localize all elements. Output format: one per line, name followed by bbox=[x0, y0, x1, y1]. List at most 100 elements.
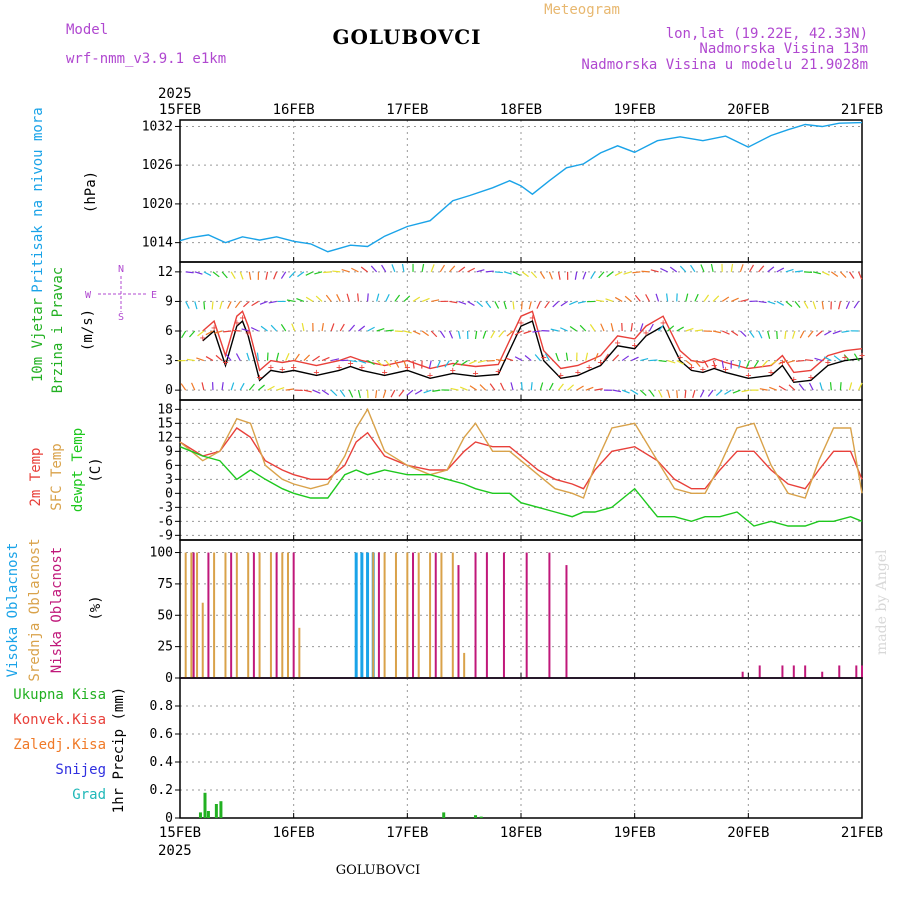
wind-arrow bbox=[614, 296, 623, 302]
wind-arrow bbox=[305, 296, 314, 302]
bottom-date-label: 18FEB bbox=[500, 825, 542, 841]
y-tick-label: -3 bbox=[157, 500, 173, 515]
temp-unit: (C) bbox=[88, 457, 104, 482]
temp-label-dewpt: dewpt Temp bbox=[70, 428, 86, 512]
wind-arrow bbox=[321, 389, 330, 396]
wind-arrow bbox=[848, 382, 853, 391]
wind-arrow bbox=[205, 330, 214, 336]
y-tick-label: 12 bbox=[157, 265, 173, 280]
gust-marker: + bbox=[632, 341, 638, 352]
wind-arrow bbox=[631, 356, 639, 362]
wind-arrow bbox=[724, 389, 732, 395]
wind-arrow bbox=[459, 386, 468, 391]
wind-arrow bbox=[325, 294, 332, 302]
wind-arrow bbox=[845, 301, 851, 310]
cloud-bar bbox=[252, 552, 255, 678]
y-tick-label: 6 bbox=[165, 458, 173, 473]
cloud-bar bbox=[434, 552, 437, 678]
y-tick-label: 0 bbox=[165, 671, 173, 686]
y-tick-label: 9 bbox=[165, 294, 173, 309]
y-tick-label: 50 bbox=[157, 608, 173, 623]
wind-arrow bbox=[485, 301, 492, 309]
wind-arrow bbox=[676, 390, 679, 399]
wind-arrow bbox=[685, 327, 694, 332]
wind-arrow bbox=[776, 300, 785, 306]
wind-arrow bbox=[452, 360, 459, 367]
wind-arrow bbox=[230, 382, 235, 391]
wind-arrow bbox=[536, 301, 541, 309]
wind-arrow bbox=[703, 294, 710, 302]
gust-marker: + bbox=[245, 328, 251, 339]
wind-arrow bbox=[194, 301, 198, 310]
meteogram-title: Meteogram bbox=[544, 2, 620, 18]
wind-arrow bbox=[430, 330, 438, 338]
wind-arrow bbox=[758, 330, 763, 339]
wind-arrow bbox=[685, 293, 689, 302]
wind-arrow bbox=[715, 389, 723, 396]
wind-arrow bbox=[740, 299, 749, 303]
wind-arrow bbox=[640, 358, 649, 362]
cloud-bar bbox=[190, 552, 193, 678]
wind-arrow bbox=[558, 383, 564, 391]
precip-bar bbox=[214, 804, 218, 818]
wind-arrow bbox=[805, 359, 814, 362]
wind-arrow bbox=[514, 330, 523, 336]
wind-arrow bbox=[431, 299, 440, 303]
wind-arrow bbox=[598, 271, 605, 279]
wind-arrow bbox=[621, 389, 630, 394]
gust-marker: + bbox=[723, 364, 729, 375]
wind-arrow bbox=[544, 301, 550, 309]
wind-arrow bbox=[331, 358, 340, 362]
wind-arrow bbox=[330, 389, 338, 397]
y-tick-label: 3 bbox=[165, 354, 173, 369]
wind-arrow bbox=[853, 301, 860, 309]
precip-legend-snow: Snijeg bbox=[55, 762, 106, 778]
wind-arrow bbox=[256, 352, 260, 361]
gust-marker: + bbox=[359, 362, 365, 373]
wind-arrow bbox=[667, 389, 671, 399]
gust-marker: + bbox=[677, 353, 683, 364]
gust-marker: + bbox=[558, 370, 564, 381]
wind-arrow bbox=[436, 360, 441, 369]
cloud-bar bbox=[406, 552, 409, 678]
wind-arrow bbox=[639, 389, 647, 397]
wind-arrow bbox=[348, 389, 354, 398]
wind-arrow bbox=[421, 263, 425, 272]
cloud-bar bbox=[565, 565, 568, 678]
wind-arrow bbox=[610, 323, 614, 332]
wind-arrow bbox=[521, 271, 529, 278]
wind-arrow bbox=[186, 358, 195, 362]
wind-arrow bbox=[759, 388, 768, 391]
wind-arrow bbox=[360, 266, 368, 273]
gust-marker: + bbox=[336, 362, 342, 373]
y-tick-label: -6 bbox=[157, 514, 173, 529]
wind-arrow bbox=[712, 295, 720, 302]
wind-arrow bbox=[666, 293, 669, 302]
bottom-date-label: 16FEB bbox=[273, 825, 315, 841]
gust-marker: + bbox=[518, 318, 524, 329]
wind-arrow bbox=[357, 389, 361, 399]
wind-arrow bbox=[280, 323, 287, 332]
wind-arrow bbox=[367, 326, 375, 332]
top-date-label: 15FEB bbox=[159, 102, 201, 118]
wind-arrow bbox=[260, 325, 268, 332]
cloud-bar bbox=[230, 552, 233, 678]
wind-arrow bbox=[623, 271, 632, 275]
wind-arrow bbox=[321, 323, 324, 332]
wind-arrow bbox=[485, 270, 494, 273]
gust-marker: + bbox=[529, 313, 535, 324]
cloud-bar bbox=[485, 552, 488, 678]
precip-bar bbox=[442, 812, 446, 818]
footer-station: GOLUBOVCI bbox=[336, 863, 421, 878]
top-date-label: 17FEB bbox=[386, 102, 428, 118]
precip-legend-frz: Zaledj.Kisa bbox=[13, 737, 106, 753]
wind-arrow bbox=[234, 301, 241, 309]
y-tick-label: 0.4 bbox=[150, 755, 174, 770]
wind-arrow bbox=[315, 295, 323, 302]
temperature-series-line bbox=[179, 446, 863, 527]
wind-arrow bbox=[812, 271, 822, 275]
wind-arrow bbox=[612, 354, 620, 361]
wind-arrow bbox=[721, 360, 725, 369]
wind-arrow bbox=[288, 271, 296, 279]
